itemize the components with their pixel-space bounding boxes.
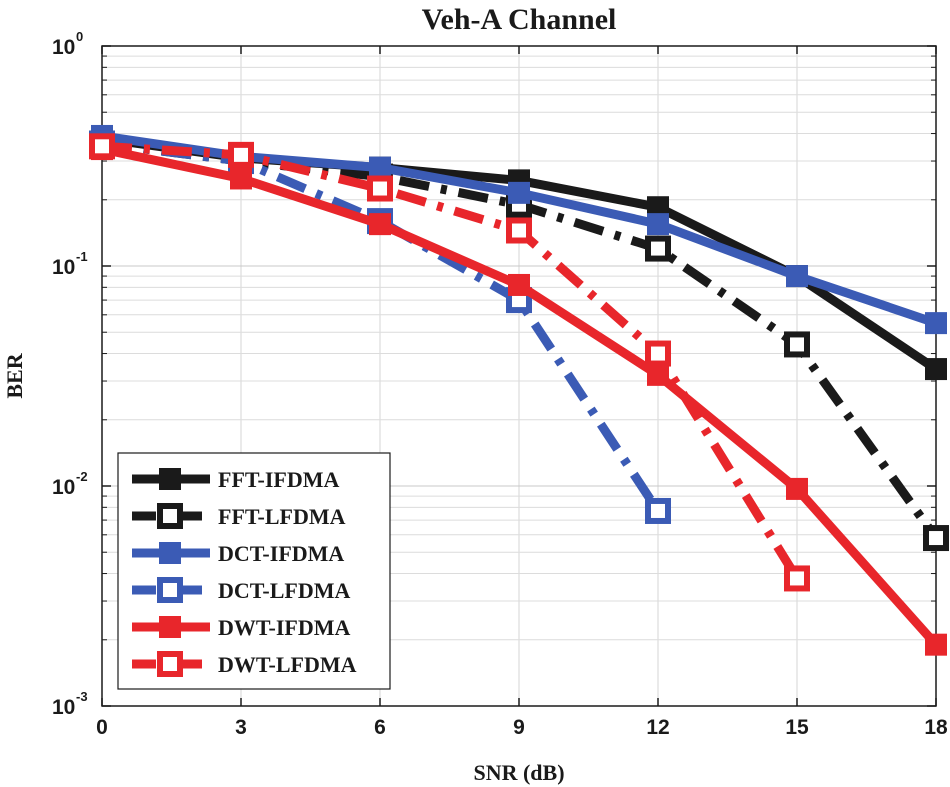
- x-tick-label: 0: [96, 716, 108, 739]
- series-marker-fft-lfdma: [784, 331, 810, 358]
- legend-label-dwt-lfdma: DWT-LFDMA: [218, 652, 357, 677]
- x-tick-label: 15: [785, 716, 809, 739]
- legend-label-dwt-ifdma: DWT-IFDMA: [218, 615, 351, 640]
- series-group: [89, 124, 949, 656]
- y-tick-label: 10: [52, 476, 75, 499]
- legend-box: [117, 452, 391, 690]
- y-tick-exponent: -2: [76, 469, 88, 484]
- x-tick-label: 6: [374, 716, 386, 739]
- series-marker-dwt-ifdma: [786, 477, 808, 500]
- series-marker-dct-ifdma: [647, 213, 669, 236]
- legend-marker-fft-ifdma: [159, 468, 181, 490]
- legend-label-fft-lfdma: FFT-LFDMA: [218, 504, 346, 529]
- legend-marker-dwt-ifdma: [159, 616, 181, 638]
- series-marker-dwt-ifdma: [508, 273, 530, 296]
- series-marker-dwt-lfdma: [784, 565, 810, 592]
- series-marker-dwt-lfdma: [89, 133, 115, 160]
- x-tick-label: 3: [235, 716, 247, 739]
- legend-label-dct-lfdma: DCT-LFDMA: [218, 578, 351, 603]
- y-tick-exponent: -3: [76, 689, 88, 704]
- y-tick-label: 10: [52, 256, 75, 279]
- x-tick-label: 9: [513, 716, 525, 739]
- legend: FFT-IFDMA FFT-LFDMA DCT-IFDMA DCT-LFDMA DWT-…: [117, 452, 391, 690]
- legend-marker-dct-ifdma: [159, 542, 181, 564]
- series-marker-fft-ifdma: [925, 358, 947, 381]
- series-marker-dct-ifdma: [786, 265, 808, 288]
- y-tick-exponent: 0: [76, 29, 83, 44]
- legend-label-dct-ifdma: DCT-IFDMA: [218, 541, 344, 566]
- series-marker-dwt-lfdma: [506, 217, 532, 244]
- series-marker-dwt-lfdma: [367, 175, 393, 202]
- y-tick-label: 10: [52, 696, 75, 719]
- y-tick-exponent: -1: [76, 249, 88, 264]
- legend-marker-dwt-lfdma: [157, 651, 183, 677]
- legend-label-fft-ifdma: FFT-IFDMA: [218, 467, 340, 492]
- x-tick-label: 12: [646, 716, 669, 739]
- chart-title: Veh-A Channel: [422, 3, 617, 36]
- series-marker-dct-lfdma: [645, 497, 671, 524]
- series-marker-fft-lfdma: [923, 525, 949, 552]
- series-marker-dct-ifdma: [508, 181, 530, 204]
- y-tick-label: 10: [52, 36, 75, 59]
- x-axis-label: SNR (dB): [473, 760, 564, 785]
- series-marker-dwt-lfdma: [645, 340, 671, 367]
- series-marker-dct-ifdma: [369, 156, 391, 179]
- series-marker-dct-ifdma: [925, 312, 947, 335]
- series-marker-fft-lfdma: [645, 235, 671, 262]
- series-marker-dwt-ifdma: [230, 167, 252, 190]
- series-marker-dwt-ifdma: [369, 213, 391, 236]
- series-marker-dwt-ifdma: [925, 633, 947, 656]
- legend-marker-dct-lfdma: [157, 577, 183, 603]
- legend-marker-fft-lfdma: [157, 503, 183, 529]
- y-axis-label: BER: [2, 352, 27, 398]
- x-tick-label: 18: [924, 716, 948, 739]
- series-marker-dwt-lfdma: [228, 141, 254, 168]
